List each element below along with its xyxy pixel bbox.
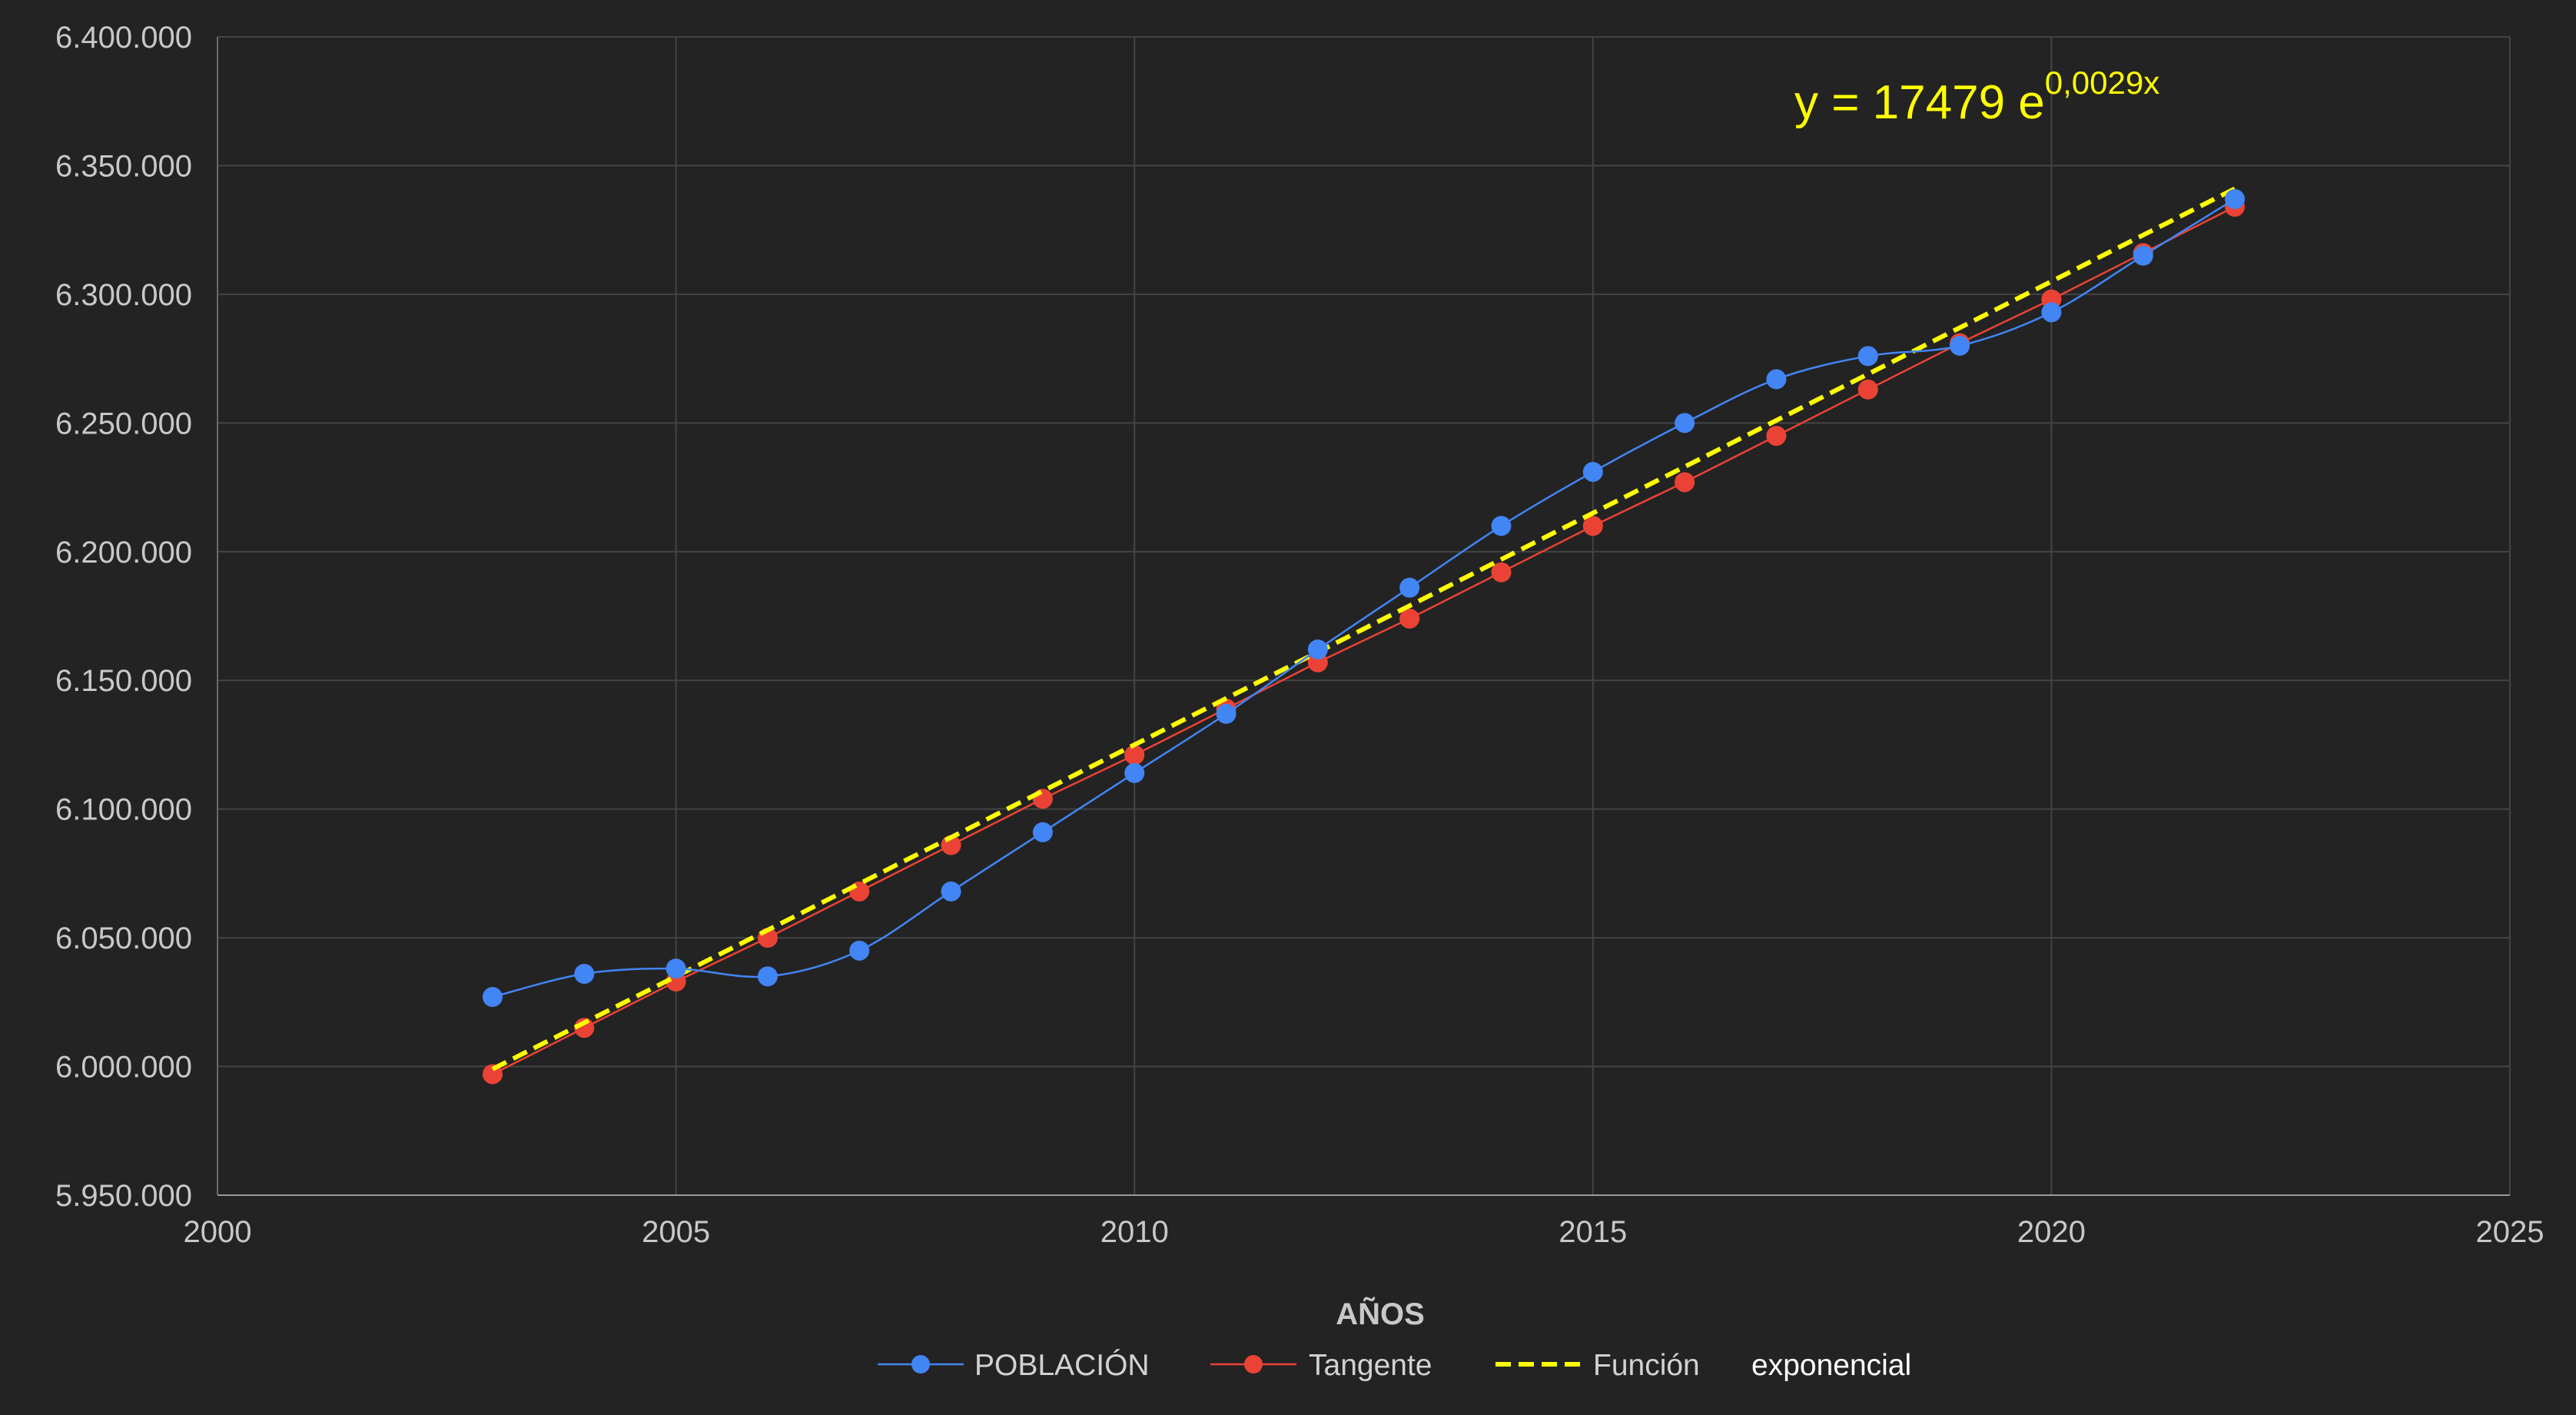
x-tick-label: 2015: [1559, 1215, 1627, 1249]
data-point-tangente-2009: [1032, 789, 1053, 809]
legend-label-funci-n: Función: [1593, 1349, 1700, 1382]
series-line-poblaci-n: [492, 198, 2236, 998]
data-point-tangente-2018: [1857, 379, 1878, 400]
data-point-poblaci-n-2021: [2133, 245, 2153, 266]
data-point-poblaci-n-2012: [1307, 639, 1328, 660]
axes: [217, 37, 2510, 1196]
legend-label-exponencial: exponencial: [1751, 1349, 1911, 1382]
y-tick-label: 6.050.000: [55, 922, 192, 955]
data-point-tangente-2016: [1675, 472, 1695, 493]
data-point-poblaci-n-2011: [1216, 703, 1237, 724]
legend-marker-tangente: [1244, 1355, 1263, 1373]
data-point-poblaci-n-2014: [1491, 516, 1512, 536]
equation-exponent: 0,0029x: [2045, 65, 2159, 101]
legend-label-poblaci-n: POBLACIÓN: [974, 1349, 1150, 1382]
data-point-poblaci-n-2016: [1675, 413, 1695, 433]
trendline-equation: y = 17479 e0,0029x: [1794, 65, 2159, 129]
x-tick-label: 2025: [2476, 1215, 2544, 1249]
data-point-poblaci-n-2019: [1950, 335, 1970, 356]
data-point-tangente-2017: [1766, 426, 1787, 447]
y-tick-label: 6.250.000: [55, 407, 192, 440]
legend: POBLACIÓN Tangente Función exponencial: [878, 1349, 1911, 1382]
data-point-tangente-2003: [482, 1064, 503, 1085]
x-tick-label: 2010: [1100, 1215, 1169, 1249]
data-point-poblaci-n-2005: [666, 958, 686, 979]
data-point-tangente-2007: [849, 881, 870, 902]
series-line-funci-n: [491, 186, 2236, 1071]
x-tick-label: 2000: [184, 1215, 252, 1249]
data-point-tangente-2010: [1124, 745, 1145, 766]
data-point-poblaci-n-2010: [1124, 762, 1145, 783]
equation-base: y = 17479 e: [1794, 76, 2045, 129]
data-point-poblaci-n-2003: [482, 987, 503, 1008]
series-funci-n: [491, 186, 2236, 1071]
data-point-poblaci-n-2015: [1582, 461, 1603, 482]
data-point-poblaci-n-2018: [1857, 346, 1878, 367]
data-point-tangente-2013: [1399, 608, 1420, 629]
y-tick-label: 6.100.000: [55, 793, 192, 827]
legend-label-tangente: Tangente: [1309, 1349, 1432, 1382]
data-point-tangente-2015: [1582, 516, 1603, 536]
y-tick-label: 5.950.000: [55, 1179, 192, 1213]
y-tick-label: 6.300.000: [55, 278, 192, 312]
data-point-poblaci-n-2008: [941, 881, 961, 902]
series-line-tangente: [492, 205, 2236, 1075]
x-tick-label: 2005: [642, 1215, 710, 1249]
legend-marker-poblaci-n: [911, 1355, 930, 1373]
series-layer: [482, 186, 2246, 1085]
data-point-poblaci-n-2006: [757, 966, 778, 987]
data-point-poblaci-n-2013: [1399, 577, 1420, 598]
series-poblaci-n: [482, 188, 2246, 1008]
x-axis-label: AÑOS: [1336, 1296, 1425, 1331]
data-point-poblaci-n-2004: [574, 963, 595, 984]
y-tick-label: 6.200.000: [55, 536, 192, 570]
y-tick-label: 6.400.000: [55, 21, 192, 55]
y-tick-label: 6.150.000: [55, 664, 192, 698]
y-tick-label: 6.350.000: [55, 149, 192, 183]
x-axis-ticks: 2000 2005 2010 2015 2020 2025: [184, 1215, 2544, 1249]
data-point-poblaci-n-2022: [2225, 188, 2246, 209]
data-point-poblaci-n-2020: [2041, 302, 2062, 323]
x-tick-label: 2020: [2017, 1215, 2086, 1249]
data-point-poblaci-n-2007: [849, 940, 870, 961]
y-tick-label: 6.000.000: [55, 1051, 192, 1085]
data-point-poblaci-n-2009: [1032, 822, 1053, 842]
data-point-tangente-2014: [1491, 562, 1512, 583]
data-point-poblaci-n-2017: [1766, 369, 1787, 390]
y-axis-ticks: 5.950.000 6.000.000 6.050.000 6.100.000 6.15…: [55, 21, 192, 1213]
